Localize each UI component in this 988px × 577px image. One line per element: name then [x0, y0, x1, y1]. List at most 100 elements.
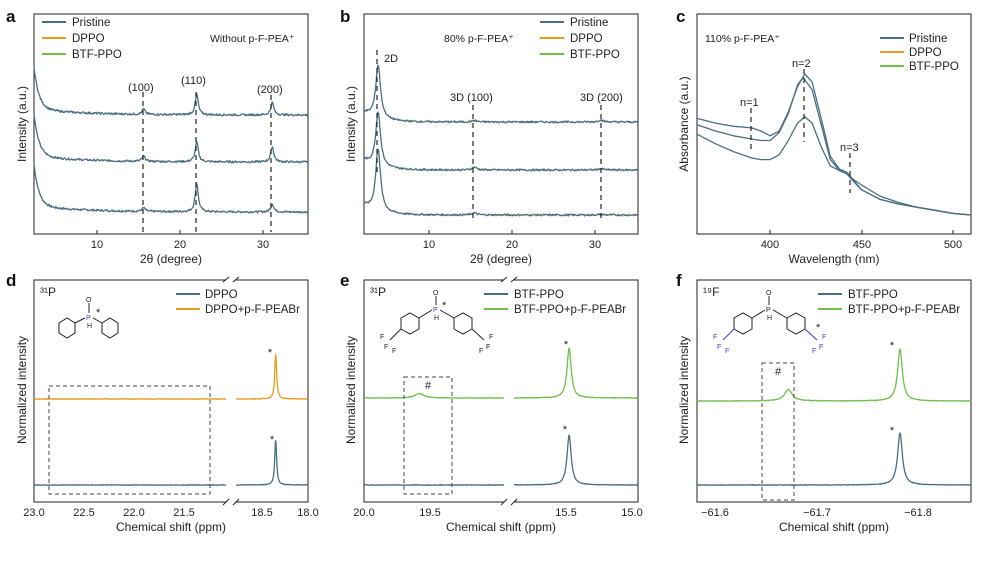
c-series-btf-ppo: [696, 116, 972, 216]
d-xlabel: Chemical shift (ppm): [116, 520, 226, 534]
e-hash: #: [425, 380, 432, 392]
d-mol-ring-left: [58, 317, 76, 339]
panel-e-curves: [363, 347, 639, 486]
f-star-lower: *: [890, 425, 895, 437]
d-break-mark-top-2: [232, 276, 240, 283]
e-ylabel: Normalized intensity: [344, 336, 358, 444]
panel-a-curves: [33, 65, 309, 214]
panel-letter-f: f: [676, 271, 682, 290]
f-mol-oxygen: O: [766, 290, 772, 297]
d-mol-phosphorus: P: [86, 315, 91, 322]
panel-c: c n=1 n=2 n=3 110% p-F-PEA⁺ Pristine DPP…: [676, 7, 972, 266]
f-ylabel: Normalized intensity: [677, 336, 691, 444]
e-star-upper: *: [564, 339, 569, 351]
b-peak-label-3d200: 3D (200): [580, 92, 623, 104]
d-mol-ring-right: [101, 317, 119, 339]
f-xtick-label-61-8: −61.8: [904, 507, 932, 519]
e-mol-f6: F: [479, 348, 483, 355]
f-mol-bond-1: [751, 309, 766, 319]
panel-e: e # * * ³¹P O P H F F F F F F: [340, 271, 643, 534]
f-legend-btf: BTF-PPO: [848, 289, 898, 301]
e-xtick-label-19-5: 19.5: [419, 507, 440, 519]
c-peak-label-n2: n=2: [792, 58, 811, 70]
e-series-btf-ppo: [363, 434, 639, 486]
d-break-mark-top-1: [222, 276, 230, 283]
d-legend: DPPO DPPO+p-F-PEABr: [176, 289, 300, 316]
panel-e-frame: [363, 279, 639, 503]
a-xlabel: 2θ (degree): [140, 252, 202, 266]
d-mol-oxygen: O: [86, 297, 92, 304]
panel-b-curves: [363, 64, 639, 217]
f-legend-btf-peabr: BTF-PPO+p-F-PEABr: [848, 304, 960, 316]
f-mol-ring-left: [733, 312, 753, 335]
e-xtick-label-20: 20.0: [353, 507, 374, 519]
f-nucleus: ¹⁹F: [703, 285, 719, 299]
b-ylabel: Intensity (a.u.): [344, 86, 358, 162]
e-mol-bond-cf3-right: [471, 328, 485, 341]
e-legend-btf-peabr: BTF-PPO+p-F-PEABr: [514, 304, 626, 316]
b-xtick-label-10: 10: [423, 239, 435, 251]
f-mol-hydrogen: H: [767, 315, 772, 322]
c-xticks: 400 450 500: [761, 230, 962, 251]
d-xtick-label-21-5: 21.5: [173, 507, 194, 519]
d-dashed-box: [48, 385, 211, 495]
d-break-gap: [226, 276, 236, 506]
e-nucleus: ³¹P: [370, 285, 386, 299]
b-legend-pristine: Pristine: [570, 17, 608, 29]
e-series-btf-ppoplusp-f-peabr: [363, 347, 639, 399]
f-xticks: −61.6 −61.7 −61.8: [701, 507, 932, 519]
e-xlabel: Chemical shift (ppm): [446, 520, 556, 534]
d-mol-bond-1: [74, 317, 86, 324]
e-star-lower: *: [563, 424, 568, 436]
c-legend-pristine: Pristine: [909, 33, 947, 45]
panel-f: f # * * ¹⁹F O P H F F F F F F *: [676, 271, 972, 534]
b-series-pristine: [363, 148, 639, 217]
panel-letter-c: c: [676, 7, 685, 26]
f-mol-f1: F: [713, 334, 717, 341]
d-break-mark-bottom-1: [222, 498, 230, 506]
panel-letter-a: a: [6, 7, 16, 26]
f-xtick-label-61-7: −61.7: [803, 507, 831, 519]
e-mol-bond-1: [418, 309, 433, 319]
panel-letter-d: d: [6, 271, 16, 290]
panel-f-frame: [696, 279, 972, 503]
a-legend: Pristine DPPO BTF-PPO: [42, 17, 122, 61]
f-xtick-label-61-6: −61.6: [701, 507, 729, 519]
e-break-mark-bottom-1: [500, 498, 508, 506]
f-mol-phosphorus: P: [766, 307, 771, 314]
a-series-pristine: [33, 163, 308, 214]
c-peak-label-n1: n=1: [740, 97, 759, 109]
e-mol-bond-cf3-left: [389, 328, 402, 341]
f-mol-f4: F: [822, 334, 826, 341]
e-mol-f4: F: [489, 334, 493, 341]
f-molecule-btf-ppo: O P H F F F F F F *: [713, 290, 826, 355]
e-mol-oxygen: O: [433, 290, 439, 297]
b-series-btf-ppo: [363, 64, 639, 124]
panel-d: d * * ³¹P O P H * DPPO DPPO+p-F-PEABr: [6, 271, 319, 534]
f-xlabel: Chemical shift (ppm): [779, 520, 889, 534]
d-star-upper: *: [268, 347, 273, 359]
a-peak-label-200: (200): [257, 84, 283, 96]
b-xticks: 10 20 30: [423, 230, 601, 251]
e-break-gap: [504, 276, 514, 506]
b-legend-btf: BTF-PPO: [570, 49, 620, 61]
b-series-dppo: [363, 111, 638, 172]
a-peak-label-100: (100): [128, 82, 154, 94]
e-molecule-btf-ppo: O P H F F F F F F *: [380, 290, 493, 355]
panel-b-frame: [363, 13, 639, 235]
panel-letter-e: e: [340, 271, 349, 290]
a-ylabel: Intensity (a.u.): [15, 86, 29, 162]
panel-c-curves: [696, 73, 972, 216]
e-mol-f3: F: [392, 348, 396, 355]
d-ylabel: Normalized intensity: [15, 336, 29, 444]
d-xtick-label-18-5: 18.5: [251, 507, 272, 519]
e-mol-bond-2: [439, 309, 455, 319]
d-xtick-label-18: 18.0: [297, 507, 318, 519]
e-legend: BTF-PPO BTF-PPO+p-F-PEABr: [484, 289, 626, 316]
d-xticks: 23.0 22.5 22.0 21.5 18.5 18.0: [23, 507, 318, 519]
d-molecule-dppo: O P H *: [58, 297, 119, 339]
d-xtick-label-22: 22.0: [123, 507, 144, 519]
d-mol-hydrogen: H: [87, 323, 92, 330]
d-legend-dppo: DPPO: [205, 289, 238, 301]
